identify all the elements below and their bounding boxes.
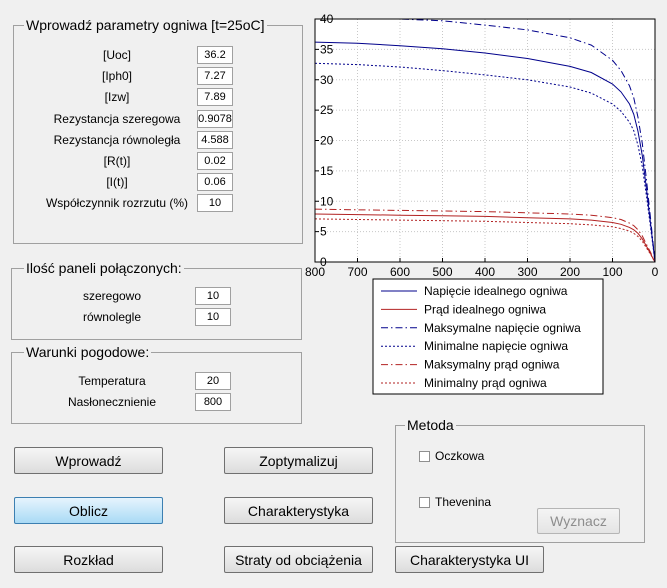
param-label: Rezystancja równoległa bbox=[53, 132, 181, 147]
panels-group bbox=[11, 268, 302, 340]
legend-entry: Prąd idealnego ogniwa bbox=[424, 302, 546, 316]
y-tick-label: 10 bbox=[320, 194, 334, 208]
series-line-1 bbox=[314, 213, 656, 263]
x-tick-label: 500 bbox=[432, 265, 452, 279]
x-tick-label: 400 bbox=[475, 265, 495, 279]
y-tick-label: 5 bbox=[320, 225, 327, 239]
chart-plot-area bbox=[315, 19, 655, 262]
ui-characteristic-button[interactable]: Charakterystyka UI bbox=[395, 546, 544, 573]
series-line-0 bbox=[314, 41, 656, 263]
weather-input[interactable]: 800 bbox=[195, 393, 231, 411]
param-input[interactable]: 4.588 bbox=[197, 130, 233, 149]
panels-input[interactable]: 10 bbox=[195, 308, 231, 326]
y-tick-label: 15 bbox=[320, 164, 334, 178]
optimize-button[interactable]: Zoptymalizuj bbox=[224, 447, 373, 474]
panels-group-title: Ilość paneli połączonych: bbox=[24, 260, 184, 276]
y-tick-label: 20 bbox=[320, 134, 334, 148]
x-tick-label: 0 bbox=[652, 265, 659, 279]
method-group bbox=[395, 425, 645, 543]
y-tick-label: 35 bbox=[320, 42, 334, 56]
legend-box bbox=[372, 278, 604, 395]
calculate-button[interactable]: Oblicz bbox=[14, 497, 163, 524]
panels-label: równolegle bbox=[82, 310, 142, 324]
series-line-4 bbox=[314, 208, 656, 263]
x-tick-label: 300 bbox=[517, 265, 537, 279]
chart-series bbox=[314, 18, 656, 263]
x-tick-label: 200 bbox=[560, 265, 580, 279]
oczkowa-label: Oczkowa bbox=[435, 449, 485, 463]
param-label: [Uoc] bbox=[102, 48, 131, 62]
weather-label: Nasłonecznienie bbox=[67, 395, 157, 409]
series-line-3 bbox=[314, 62, 656, 263]
iv-chart: 800 700 600 500 400 300 200 100 0 0 5 10 15 20 25 30 35 4… bbox=[305, 12, 659, 395]
series-line-5 bbox=[314, 218, 656, 263]
load-losses-button[interactable]: Straty od obciążenia bbox=[224, 546, 373, 573]
wyznacz-button[interactable]: Wyznacz bbox=[537, 508, 620, 534]
legend-entry: Napięcie idealnego ogniwa bbox=[424, 284, 568, 298]
param-label: [Izw] bbox=[104, 90, 130, 105]
param-label: Współczynnik rozrzutu (%) bbox=[45, 196, 189, 211]
x-tick-label: 800 bbox=[305, 265, 325, 279]
y-tick-label: 25 bbox=[320, 103, 334, 117]
legend-entry: Maksymalne napięcie ogniwa bbox=[424, 321, 581, 335]
thevenina-label: Thevenina bbox=[435, 495, 492, 509]
params-group-title: Wprowadź parametry ogniwa [t=25oC] bbox=[24, 17, 267, 33]
param-input[interactable]: 7.27 bbox=[197, 67, 233, 86]
param-label: [R(t)] bbox=[103, 154, 131, 168]
panels-label: szeregowo bbox=[82, 289, 142, 303]
param-input[interactable]: 36.2 bbox=[197, 46, 233, 64]
param-input[interactable]: 7.89 bbox=[197, 88, 233, 107]
y-tick-label: 0 bbox=[320, 255, 327, 269]
chart-legend: Napięcie idealnego ogniwa Prąd idealnego … bbox=[372, 278, 604, 395]
param-input[interactable]: 0.9078 bbox=[197, 109, 233, 128]
panels-input[interactable]: 10 bbox=[195, 287, 231, 305]
oczkowa-checkbox[interactable]: Oczkowa bbox=[419, 449, 484, 463]
weather-input[interactable]: 20 bbox=[195, 372, 231, 390]
thevenina-checkbox[interactable]: Thevenina bbox=[419, 495, 491, 509]
param-input[interactable]: 0.06 bbox=[197, 173, 233, 192]
param-input[interactable]: 10 bbox=[197, 194, 233, 213]
weather-label: Temperatura bbox=[78, 374, 146, 388]
chart-grid bbox=[314, 18, 656, 263]
y-tick-label: 40 bbox=[320, 12, 334, 26]
method-group-title: Metoda bbox=[405, 417, 456, 433]
param-label: [Iph0] bbox=[101, 69, 133, 84]
characteristic-button[interactable]: Charakterystyka bbox=[224, 497, 373, 524]
legend-entry: Minimalne napięcie ogniwa bbox=[424, 339, 568, 353]
param-label: Rezystancja szeregowa bbox=[53, 111, 181, 126]
x-tick-label: 100 bbox=[602, 265, 622, 279]
legend-entry: Maksymalny prąd ogniwa bbox=[424, 358, 560, 372]
y-tick-label: 30 bbox=[320, 73, 334, 87]
distribution-button[interactable]: Rozkład bbox=[14, 546, 163, 573]
weather-group bbox=[11, 352, 302, 424]
thevenina-checkbox-box[interactable] bbox=[419, 496, 430, 508]
weather-group-title: Warunki pogodowe: bbox=[24, 344, 152, 360]
enter-button[interactable]: Wprowadź bbox=[14, 447, 163, 474]
param-label: [I(t)] bbox=[106, 175, 128, 190]
oczkowa-checkbox-box[interactable] bbox=[419, 450, 430, 462]
x-tick-label: 600 bbox=[390, 265, 410, 279]
param-input[interactable]: 0.02 bbox=[197, 152, 233, 170]
legend-entry: Minimalny prąd ogniwa bbox=[424, 376, 547, 390]
x-tick-label: 700 bbox=[347, 265, 367, 279]
chart-ticks: 800 700 600 500 400 300 200 100 0 0 5 10 15 20 25 30 35 4… bbox=[305, 12, 659, 279]
series-line-2 bbox=[315, 18, 656, 263]
